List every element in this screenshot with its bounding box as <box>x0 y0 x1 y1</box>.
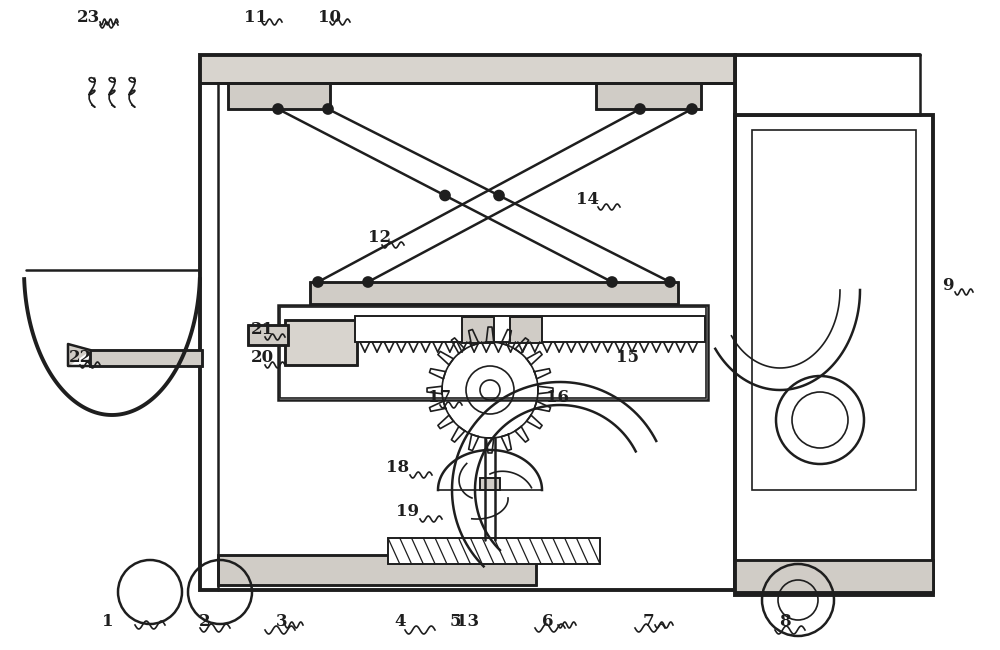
Bar <box>200 55 735 83</box>
Text: 13: 13 <box>456 614 480 630</box>
Bar <box>462 317 494 343</box>
Text: 11: 11 <box>244 10 266 27</box>
Text: 5: 5 <box>449 614 461 630</box>
Bar <box>228 83 330 109</box>
Bar <box>248 325 288 345</box>
Text: 12: 12 <box>368 229 392 246</box>
Bar <box>596 83 701 109</box>
Bar <box>388 538 600 564</box>
Bar <box>228 83 330 109</box>
Text: 23: 23 <box>76 10 100 27</box>
Circle shape <box>323 104 333 114</box>
Circle shape <box>687 104 697 114</box>
Bar <box>278 305 708 400</box>
Bar <box>285 320 357 365</box>
Bar <box>200 55 735 590</box>
Bar <box>218 555 536 585</box>
Text: 20: 20 <box>250 350 274 367</box>
Text: 16: 16 <box>546 389 570 406</box>
Circle shape <box>635 104 645 114</box>
Text: 21: 21 <box>250 322 274 339</box>
Bar <box>510 317 542 343</box>
Bar <box>90 350 202 366</box>
Bar <box>480 478 500 490</box>
Text: 15: 15 <box>616 350 640 367</box>
Circle shape <box>363 277 373 287</box>
Bar <box>480 478 500 490</box>
Bar <box>310 282 678 304</box>
Text: 22: 22 <box>68 350 92 367</box>
Text: 14: 14 <box>576 192 600 209</box>
Bar <box>596 83 701 109</box>
Bar <box>200 55 735 83</box>
Text: 2: 2 <box>199 614 211 630</box>
Bar <box>90 350 202 366</box>
Bar <box>248 325 288 345</box>
Circle shape <box>494 190 504 200</box>
Text: 3: 3 <box>276 614 288 630</box>
Bar <box>355 316 705 342</box>
Text: 9: 9 <box>942 276 954 294</box>
Bar <box>462 317 494 343</box>
Polygon shape <box>68 344 90 366</box>
Bar <box>735 115 933 595</box>
Bar <box>735 560 933 592</box>
Bar <box>355 316 705 342</box>
Bar <box>752 130 916 490</box>
Text: 6: 6 <box>542 614 554 630</box>
Text: 8: 8 <box>779 614 791 630</box>
Text: 1: 1 <box>102 614 114 630</box>
Circle shape <box>440 190 450 200</box>
Bar <box>388 538 600 564</box>
Bar <box>285 320 357 365</box>
Text: 19: 19 <box>396 504 420 521</box>
Bar <box>510 317 542 343</box>
Text: 18: 18 <box>386 460 410 476</box>
Bar <box>310 282 678 304</box>
Bar <box>218 555 536 585</box>
Text: 10: 10 <box>318 10 342 27</box>
Bar <box>735 560 933 592</box>
Bar <box>280 307 706 398</box>
Circle shape <box>313 277 323 287</box>
Circle shape <box>607 277 617 287</box>
Text: 4: 4 <box>394 614 406 630</box>
Circle shape <box>273 104 283 114</box>
Text: 17: 17 <box>428 389 452 406</box>
Circle shape <box>665 277 675 287</box>
Text: 7: 7 <box>642 614 654 630</box>
